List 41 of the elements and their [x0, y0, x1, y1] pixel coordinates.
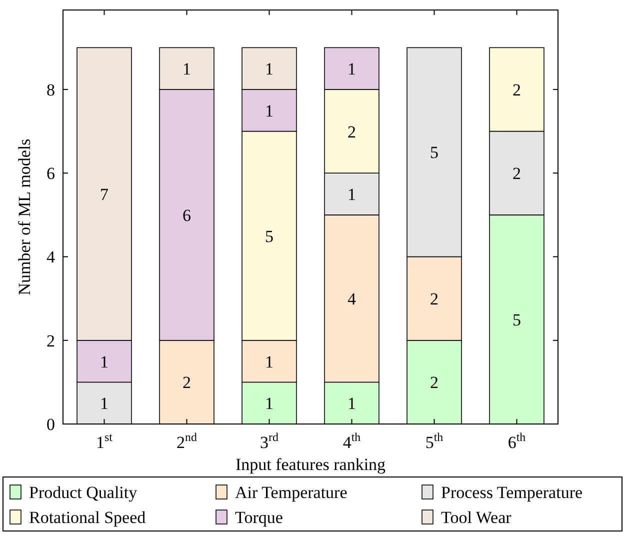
data-label: 1 — [348, 185, 356, 204]
data-label: 1 — [182, 60, 191, 79]
data-label: 5 — [430, 143, 438, 162]
legend-label: Product Quality — [29, 483, 138, 502]
data-label: 1 — [100, 352, 108, 372]
y-tick-label: 0 — [46, 415, 55, 434]
legend-label: Torque — [235, 508, 283, 527]
legend-label: Tool Wear — [441, 508, 512, 527]
y-axis-title: Number of ML models — [15, 138, 34, 296]
data-label: 6 — [182, 206, 191, 225]
y-tick-label: 4 — [46, 248, 56, 267]
y-tick-label: 6 — [46, 164, 55, 184]
data-label: 1 — [100, 394, 108, 414]
data-label: 7 — [100, 185, 109, 204]
x-tick-label: 4$^{th}$ — [342, 430, 361, 452]
data-label: 1 — [265, 394, 274, 414]
data-label: 2 — [430, 290, 438, 309]
legend-label: Air Temperature — [235, 483, 348, 502]
x-tick-label: 2$^{nd}$ — [176, 430, 197, 452]
y-tick-label: 8 — [46, 80, 55, 100]
legend-label: Rotational Speed — [29, 508, 146, 527]
legend-label: Process Temperature — [441, 483, 583, 502]
x-tick-label: 5$^{th}$ — [425, 430, 444, 452]
y-tick-label: 2 — [46, 331, 55, 350]
data-label: 1 — [348, 60, 356, 79]
data-label: 2 — [512, 164, 521, 184]
data-label: 2 — [348, 122, 356, 142]
data-label: 1 — [348, 394, 356, 414]
data-label: 1 — [265, 352, 274, 372]
x-tick-label: 1$^{st}$ — [96, 430, 114, 452]
data-label: 2 — [512, 80, 521, 100]
x-tick-label: 6$^{th}$ — [508, 430, 526, 452]
data-label: 4 — [348, 290, 356, 309]
data-label: 1 — [265, 60, 274, 79]
data-label: 2 — [430, 373, 438, 392]
data-label: 5 — [512, 310, 521, 330]
x-axis-title: Input features ranking — [235, 455, 386, 474]
data-label: 1 — [265, 101, 274, 120]
x-tick-label: 3$^{rd}$ — [260, 430, 279, 452]
data-label: 2 — [182, 373, 191, 392]
data-label: 5 — [265, 226, 274, 246]
